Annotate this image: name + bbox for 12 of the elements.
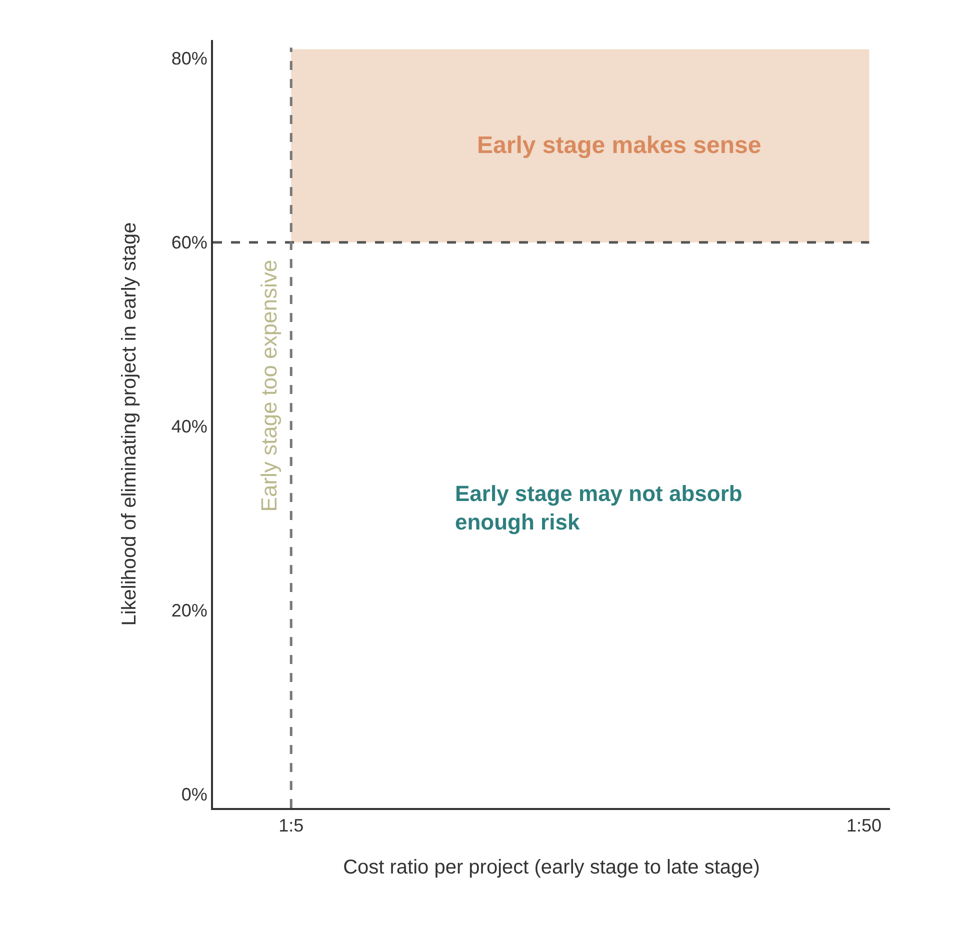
annotation: Early stage may not absorb enough risk [455,481,742,535]
x-tick-label: 1:50 [846,816,882,836]
y-tick-label: 80% [171,48,208,69]
y-tick-label: 20% [171,600,208,621]
y-tick-label: 40% [171,416,208,437]
x-tick-label: 1:5 [278,816,304,836]
x-axis-title: Cost ratio per project (early stage to late stage) [343,856,760,879]
y-axis-title: Likelihood of eliminating project in early stage [118,222,140,626]
y-tick-label: 0% [181,784,208,804]
band-label: Early stage makes sense [477,132,762,159]
y-tick-label: 60% [171,232,208,253]
ref-line-label: Early stage too expensive [256,260,282,512]
